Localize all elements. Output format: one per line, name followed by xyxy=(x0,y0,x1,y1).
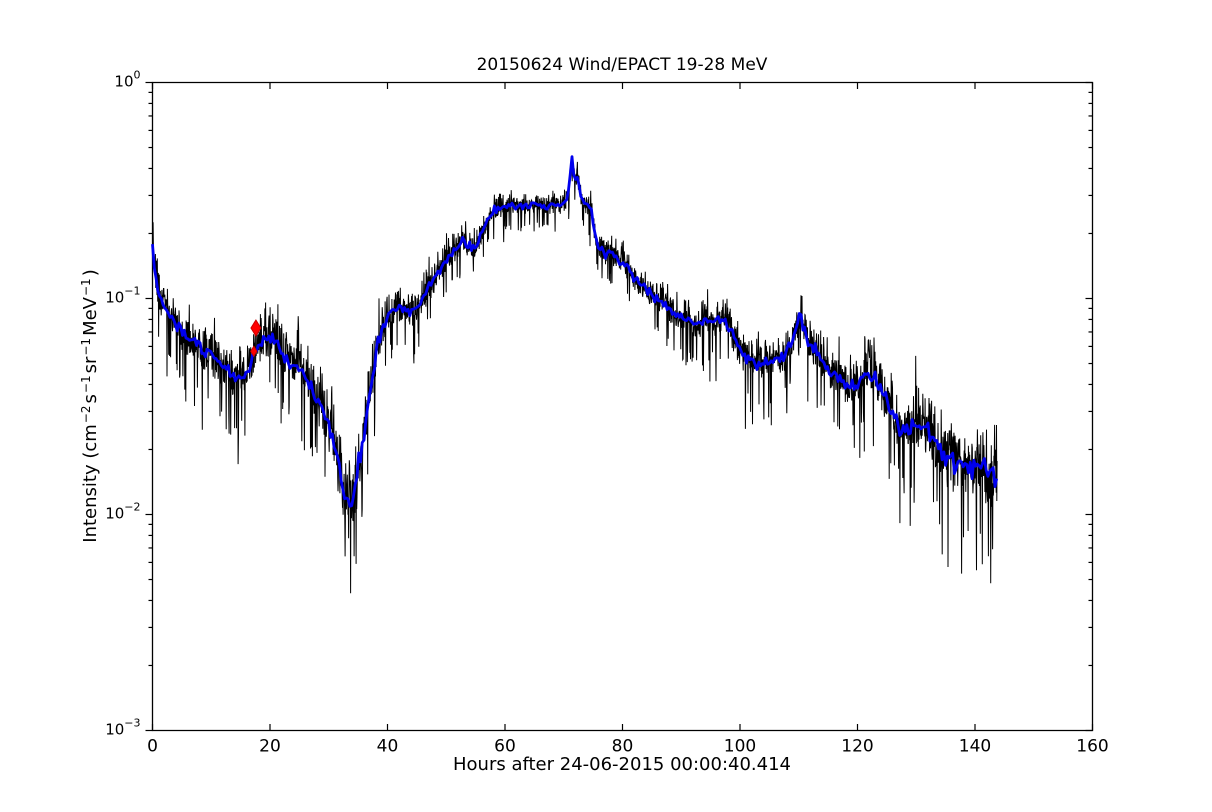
x-tick-label: 20 xyxy=(259,737,281,757)
y-tick-label: 100 xyxy=(114,69,140,91)
y-label-superscript: −2 xyxy=(79,405,93,424)
y-label-text: sr xyxy=(80,356,101,374)
x-axis-label: Hours after 24-06-2015 00:00:40.414 xyxy=(452,754,791,775)
x-tick-label: 40 xyxy=(377,737,399,757)
y-tick-labels: 100 10−1 10−2 10−3 xyxy=(105,69,140,739)
event-marker-diamond xyxy=(250,319,262,337)
x-tick-label: 120 xyxy=(841,737,873,757)
chart-title: 20150624 Wind/EPACT 19-28 MeV xyxy=(476,55,768,75)
y-tick-label: 10−1 xyxy=(105,285,140,307)
y-label-superscript: −1 xyxy=(79,375,93,394)
y-label-text: ) xyxy=(80,269,101,277)
series-smoothed-intensity xyxy=(151,155,999,508)
y-tick-label: 10−3 xyxy=(105,717,140,739)
event-marker-diamond xyxy=(250,345,258,358)
y-label-text: s xyxy=(80,394,101,404)
x-tick-label: 100 xyxy=(724,737,756,757)
x-tick-label: 60 xyxy=(494,737,516,757)
y-label-superscript: −1 xyxy=(79,278,93,296)
y-label-text: Intensity (cm xyxy=(80,424,101,543)
x-tick-labels: 0 20 40 60 80 100 120 140 160 xyxy=(147,737,1109,757)
x-tick-label: 160 xyxy=(1076,737,1108,757)
x-tick-label: 140 xyxy=(959,737,991,757)
plot-border xyxy=(151,81,1094,732)
y-label-superscript: −1 xyxy=(79,337,93,356)
axis-ticks xyxy=(145,81,1094,732)
x-tick-label: 80 xyxy=(612,737,634,757)
x-tick-label: 0 xyxy=(147,737,158,757)
y-label-text: MeV xyxy=(80,297,101,336)
y-axis-label: Intensity (cm−2s−1sr−1MeV−1) xyxy=(79,196,105,616)
y-tick-label: 10−2 xyxy=(105,501,140,523)
series-raw-intensity xyxy=(152,155,998,594)
